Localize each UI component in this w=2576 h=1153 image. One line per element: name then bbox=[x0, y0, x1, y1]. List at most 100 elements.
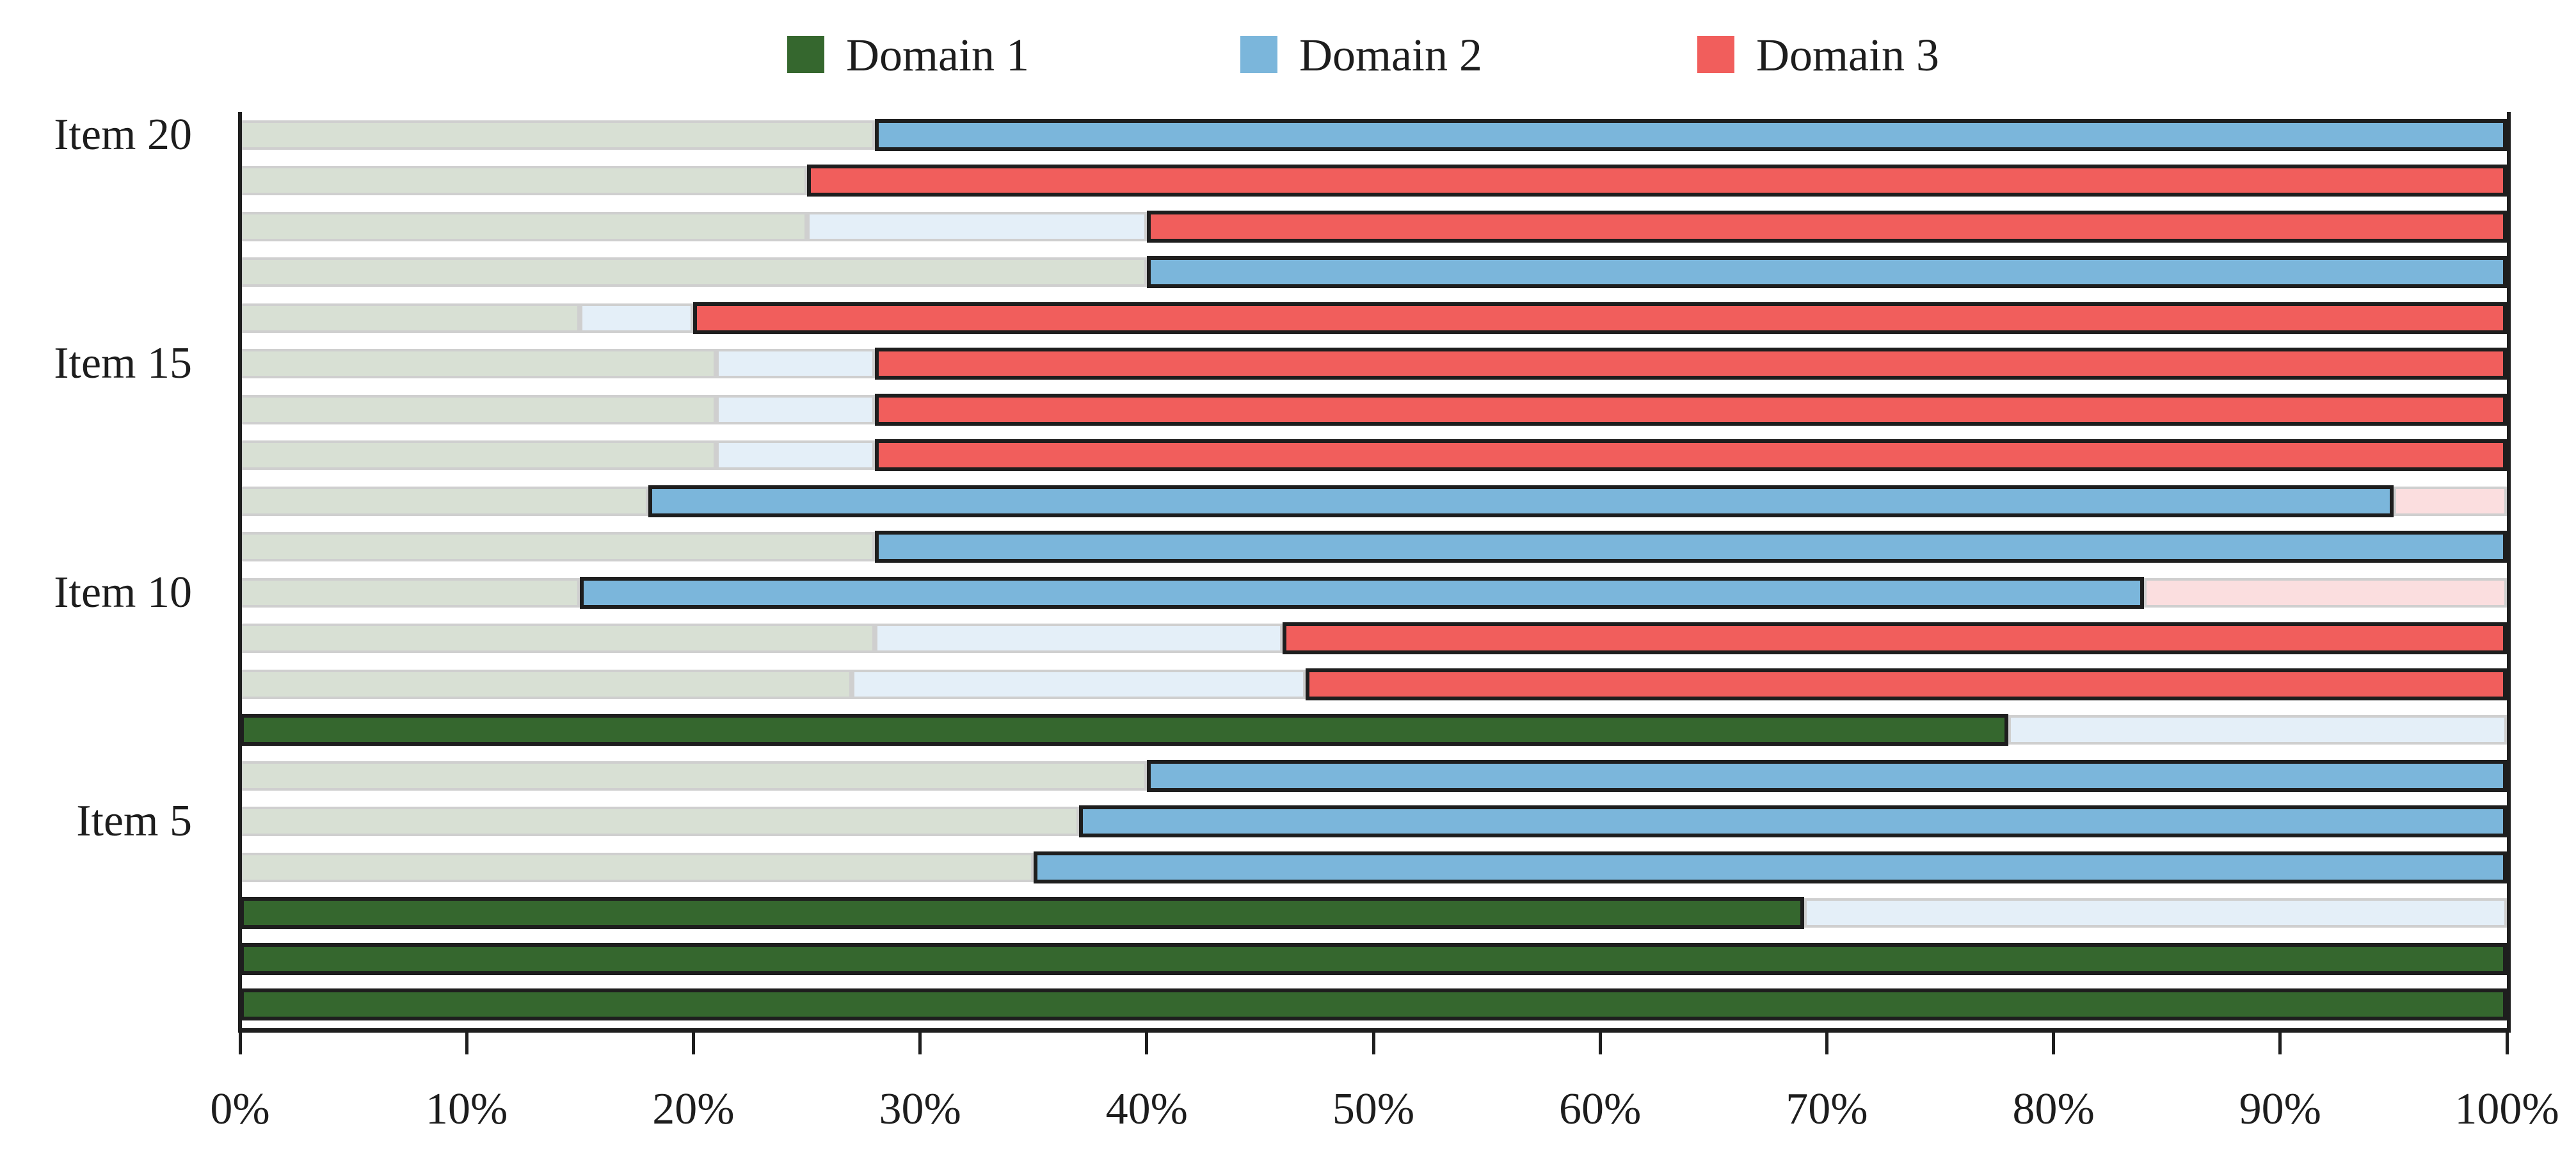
bar-segment-domain-2-muted bbox=[806, 211, 1147, 241]
x-axis-tick bbox=[1372, 1033, 1375, 1054]
bar-segment-domain-2-muted bbox=[1804, 898, 2507, 928]
bar-segment-domain-3-highlight bbox=[693, 302, 2507, 334]
bar-segment-domain-2-muted bbox=[852, 669, 1306, 699]
bar-segment-domain-2-muted bbox=[580, 303, 694, 333]
x-axis-tick bbox=[1598, 1033, 1602, 1054]
bar-row bbox=[240, 112, 2507, 158]
bar-segment-domain-1-muted bbox=[240, 303, 580, 333]
bar-row bbox=[240, 570, 2507, 616]
bar-segment-domain-1-muted bbox=[240, 669, 852, 699]
y-axis-label: Item 10 bbox=[54, 567, 192, 617]
bar-segment-domain-1-muted bbox=[240, 166, 807, 196]
bar-segment-domain-2-muted bbox=[716, 440, 875, 471]
legend-label-domain-2: Domain 2 bbox=[1299, 29, 1482, 81]
bar-row bbox=[240, 936, 2507, 982]
bar-segment-domain-2-muted bbox=[2008, 715, 2507, 745]
bar-segment-domain-2-muted bbox=[874, 624, 1283, 654]
x-axis-tick-label: 80% bbox=[2012, 1084, 2095, 1134]
bar-row bbox=[240, 341, 2507, 387]
x-axis-tick bbox=[1825, 1033, 1828, 1054]
bar-row bbox=[240, 478, 2507, 524]
bar-segment-domain-2-highlight bbox=[1078, 805, 2507, 838]
bar-segment-domain-3-highlight bbox=[1305, 668, 2507, 700]
legend-swatch-domain-3 bbox=[1697, 36, 1734, 73]
bar-row bbox=[240, 707, 2507, 754]
x-axis-tick bbox=[2505, 1033, 2509, 1054]
bar-segment-domain-1-highlight bbox=[240, 897, 1804, 930]
bar-segment-domain-2-muted bbox=[716, 349, 875, 379]
x-axis-tick-label: 20% bbox=[652, 1084, 735, 1134]
x-axis-tick bbox=[2052, 1033, 2056, 1054]
bar-segment-domain-1-highlight bbox=[240, 988, 2507, 1021]
x-axis-tick-label: 60% bbox=[1559, 1084, 1642, 1134]
legend-label-domain-3: Domain 3 bbox=[1756, 29, 1939, 81]
y-axis-line bbox=[238, 112, 242, 1033]
bar-segment-domain-2-highlight bbox=[874, 118, 2507, 151]
y-axis-label: Item 15 bbox=[54, 339, 192, 389]
bar-segment-domain-2-highlight bbox=[1146, 759, 2507, 792]
bar-row bbox=[240, 799, 2507, 845]
bar-row bbox=[240, 250, 2507, 296]
bar-row bbox=[240, 891, 2507, 937]
bar-row bbox=[240, 661, 2507, 707]
bar-row bbox=[240, 387, 2507, 433]
bar-segment-domain-3-highlight bbox=[1283, 622, 2507, 655]
bar-row bbox=[240, 616, 2507, 662]
bar-segment-domain-3-muted bbox=[2144, 577, 2507, 608]
bar-row bbox=[240, 204, 2507, 250]
bar-row bbox=[240, 295, 2507, 341]
x-axis-tick-label: 90% bbox=[2239, 1084, 2321, 1134]
x-axis-tick-label: 40% bbox=[1105, 1084, 1188, 1134]
x-axis-tick-label: 30% bbox=[879, 1084, 961, 1134]
bar-segment-domain-2-muted bbox=[716, 394, 875, 424]
bar-segment-domain-3-highlight bbox=[1146, 210, 2507, 243]
bar-segment-domain-1-muted bbox=[240, 624, 875, 654]
bar-segment-domain-2-highlight bbox=[648, 485, 2394, 517]
legend-label-domain-1: Domain 1 bbox=[846, 29, 1029, 81]
bar-segment-domain-3-highlight bbox=[874, 348, 2507, 380]
x-axis-tick-label: 50% bbox=[1332, 1084, 1415, 1134]
bar-segment-domain-1-muted bbox=[240, 761, 1147, 791]
x-axis-tick-label: 10% bbox=[426, 1084, 508, 1134]
bar-segment-domain-3-highlight bbox=[806, 165, 2507, 197]
bar-row bbox=[240, 433, 2507, 479]
y-axis-label: Item 5 bbox=[76, 796, 192, 846]
bar-segment-domain-1-muted bbox=[240, 257, 1147, 287]
bar-segment-domain-1-muted bbox=[240, 394, 716, 424]
x-axis-line bbox=[238, 1028, 2511, 1033]
bar-segment-domain-1-muted bbox=[240, 349, 716, 379]
x-axis-tick bbox=[465, 1033, 468, 1054]
bar-row bbox=[240, 753, 2507, 799]
x-axis-tick-label: 70% bbox=[1786, 1084, 1868, 1134]
bar-segment-domain-1-highlight bbox=[240, 942, 2507, 975]
x-axis-tick bbox=[918, 1033, 922, 1054]
bar-segment-domain-1-muted bbox=[240, 532, 875, 562]
legend-swatch-domain-1 bbox=[787, 36, 824, 73]
bar-segment-domain-1-highlight bbox=[240, 714, 2008, 746]
bar-segment-domain-1-muted bbox=[240, 577, 580, 608]
bar-row bbox=[240, 844, 2507, 891]
bar-row bbox=[240, 982, 2507, 1028]
x-axis-tick-label: 0% bbox=[210, 1084, 270, 1134]
bar-segment-domain-3-highlight bbox=[874, 393, 2507, 426]
x-axis-tick-label: 100% bbox=[2454, 1084, 2559, 1134]
x-axis-tick bbox=[691, 1033, 695, 1054]
bar-segment-domain-2-highlight bbox=[874, 531, 2507, 563]
bar-segment-domain-1-muted bbox=[240, 486, 648, 516]
x-axis-tick bbox=[2278, 1033, 2282, 1054]
bar-segment-domain-3-highlight bbox=[874, 439, 2507, 472]
bar-segment-domain-2-highlight bbox=[1033, 851, 2507, 883]
bar-segment-domain-1-muted bbox=[240, 211, 807, 241]
y-axis-label: Item 20 bbox=[54, 109, 192, 159]
bar-segment-domain-1-muted bbox=[240, 440, 716, 471]
bar-segment-domain-2-highlight bbox=[580, 576, 2145, 609]
x-axis-tick bbox=[1145, 1033, 1149, 1054]
bar-segment-domain-2-highlight bbox=[1146, 256, 2507, 289]
x-axis-tick bbox=[238, 1033, 242, 1054]
bar-row bbox=[240, 158, 2507, 204]
bar-segment-domain-1-muted bbox=[240, 852, 1034, 882]
bar-row bbox=[240, 524, 2507, 570]
right-frame-line bbox=[2507, 112, 2511, 1033]
bar-segment-domain-1-muted bbox=[240, 807, 1079, 837]
